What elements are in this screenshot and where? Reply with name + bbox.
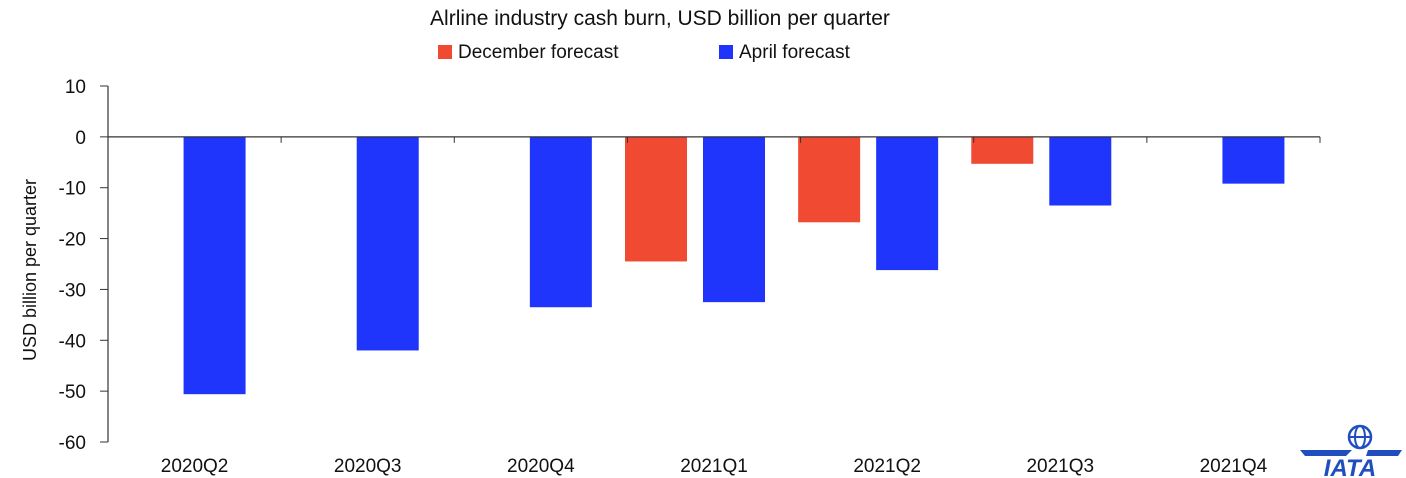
x-tick-label: 2021Q2 — [853, 456, 921, 477]
x-tick-label: 2021Q4 — [1200, 456, 1268, 477]
bar-april-2020Q2 — [183, 136, 246, 395]
logo-text: IATA — [1324, 455, 1376, 478]
legend-swatch-december — [438, 45, 452, 59]
bar-april-2020Q4 — [529, 136, 592, 308]
legend-label-april: April forecast — [739, 42, 851, 63]
x-tick-label: 2021Q3 — [1026, 456, 1094, 477]
bar-december-2021Q2 — [798, 136, 861, 223]
y-tick-label: -30 — [59, 280, 86, 301]
iata-logo: IATA — [1300, 424, 1402, 478]
legend-label-december: December forecast — [458, 42, 619, 63]
x-tick-label: 2020Q3 — [334, 456, 402, 477]
y-tick-label: 10 — [65, 77, 86, 98]
y-axis-label: USD billion per quarter — [20, 179, 40, 361]
y-tick-label: -40 — [59, 331, 86, 352]
x-axis — [107, 86, 1321, 442]
bar-april-2021Q2 — [876, 136, 939, 271]
y-axis-ticks: 10 0 -10 -20 -30 -40 -50 -60 — [59, 77, 108, 454]
bar-april-2021Q3 — [1049, 136, 1112, 206]
bar-december-2021Q3 — [971, 136, 1034, 164]
x-tick-label: 2020Q4 — [507, 456, 575, 477]
x-axis-ticks: 2020Q2 2020Q3 2020Q4 2021Q1 2021Q2 2021Q3 2021… — [161, 456, 1268, 477]
globe-icon — [1300, 424, 1402, 456]
y-tick-label: -20 — [59, 230, 86, 251]
legend-swatch-april — [719, 45, 733, 59]
bar-april-2021Q4 — [1222, 136, 1285, 184]
y-tick-label: -10 — [59, 179, 86, 200]
x-tick-label: 2021Q1 — [680, 456, 748, 477]
bar-april-2021Q1 — [703, 136, 765, 303]
bars — [183, 136, 1285, 395]
legend: December forecast April forecast — [438, 42, 851, 63]
x-tick-label: 2020Q2 — [161, 456, 229, 477]
bar-april-2020Q3 — [356, 136, 419, 351]
y-tick-label: -60 — [59, 433, 86, 454]
y-tick-label: -50 — [59, 382, 86, 403]
bar-december-2021Q1 — [625, 136, 687, 262]
chart-title: Alrline industry cash burn, USD billion … — [430, 7, 890, 30]
y-tick-label: 0 — [75, 128, 86, 149]
